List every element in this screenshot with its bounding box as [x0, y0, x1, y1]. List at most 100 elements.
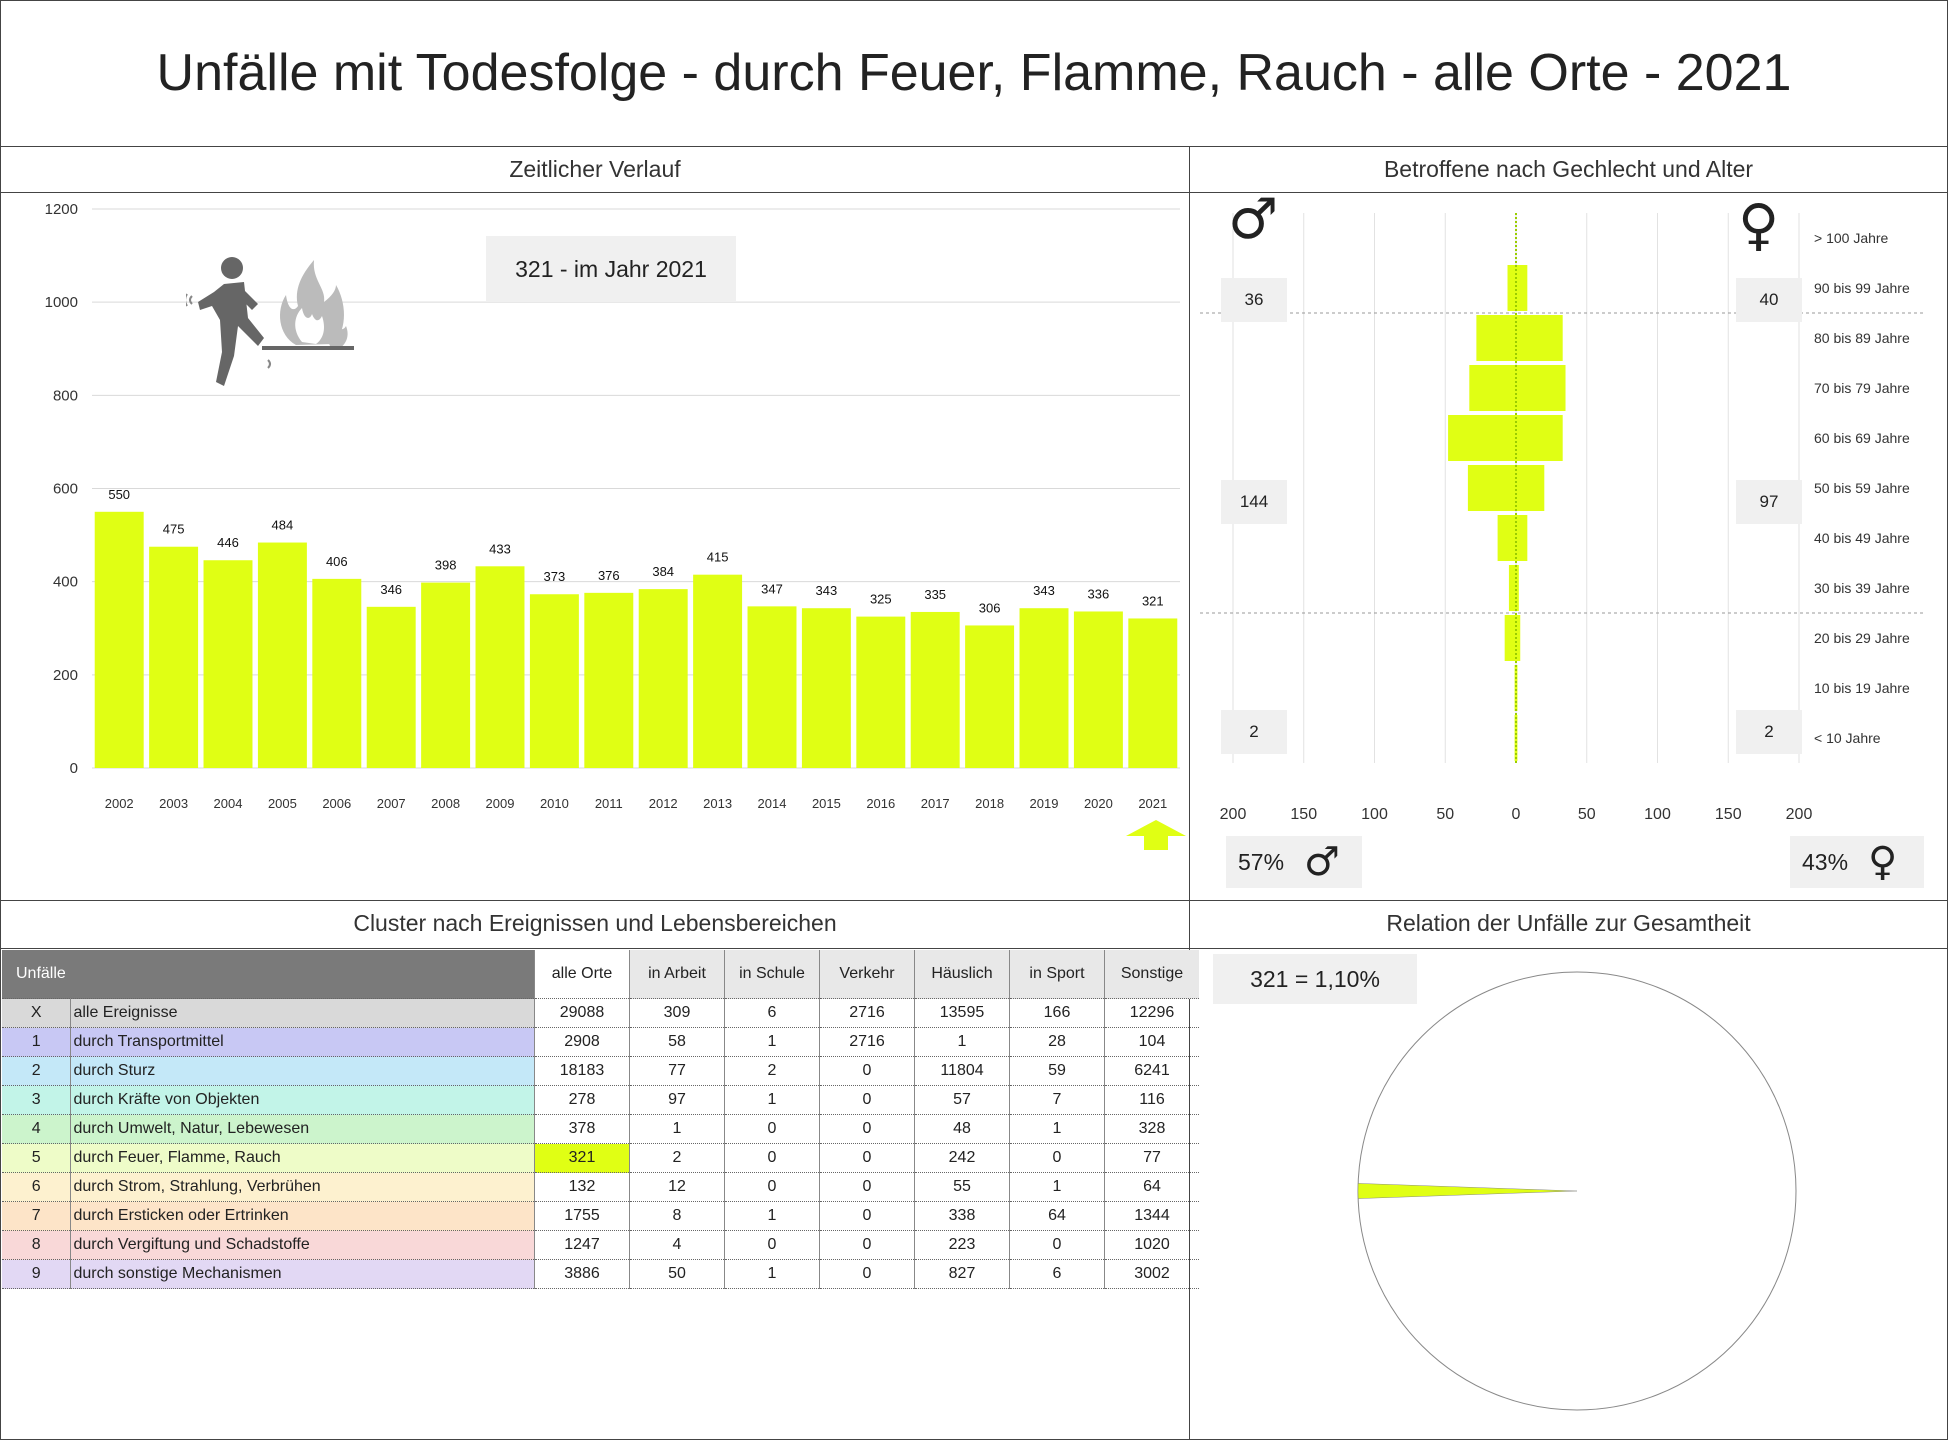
male-bar	[1507, 265, 1516, 311]
table-cell: 3886	[534, 1259, 630, 1289]
age-category-label: < 10 Jahre	[1814, 730, 1881, 746]
bar-value-label: 406	[326, 554, 348, 569]
bar-value-label: 446	[217, 535, 239, 550]
current-year-arrow-icon	[1126, 820, 1186, 850]
x-tick-label: 150	[1715, 806, 1742, 823]
row-id: 4	[2, 1114, 72, 1144]
table-cell: 338	[914, 1201, 1010, 1231]
x-tick-label: 200	[1786, 806, 1813, 823]
row-label: durch Sturz	[70, 1056, 535, 1086]
male-bar	[1467, 465, 1516, 511]
bar	[910, 611, 960, 768]
bar-value-label: 433	[489, 541, 511, 556]
table-cell: 0	[819, 1230, 915, 1260]
x-tick-label: 50	[1436, 806, 1454, 823]
age-category-label: 20 bis 29 Jahre	[1814, 630, 1910, 646]
x-tick-label: 2005	[268, 796, 297, 811]
bar	[529, 594, 579, 768]
table-cell: 64	[1009, 1201, 1105, 1231]
table-row: 5 durch Feuer, Flamme, Rauch 321 2 0 0 242 0 77	[2, 1143, 1199, 1173]
bar	[475, 566, 525, 768]
bar	[1128, 618, 1178, 768]
y-tick-label: 400	[53, 574, 78, 591]
age-category-label: 10 bis 19 Jahre	[1814, 680, 1910, 696]
table-cell: 328	[1104, 1114, 1199, 1144]
table-cell: 1344	[1104, 1201, 1199, 1231]
row-label: durch Ersticken oder Ertrinken	[70, 1201, 535, 1231]
bar-value-label: 336	[1088, 586, 1110, 601]
table-cell: 1	[724, 1201, 820, 1231]
table-cell: 132	[534, 1172, 630, 1202]
age-category-label: 30 bis 39 Jahre	[1814, 580, 1910, 596]
y-tick-label: 0	[70, 760, 78, 777]
x-tick-label: 2011	[595, 796, 623, 811]
table-cell: 29088	[534, 998, 630, 1028]
bar	[747, 606, 797, 768]
bar-value-label: 321	[1142, 593, 1164, 608]
x-tick-label: 100	[1361, 806, 1388, 823]
bar-value-label: 325	[870, 592, 892, 607]
x-tick-label: 2007	[377, 796, 406, 811]
x-tick-label: 2016	[866, 796, 895, 811]
bar-value-label: 347	[761, 581, 783, 596]
table-cell: 2	[724, 1056, 820, 1086]
bar	[203, 560, 253, 768]
corner-header: Unfälle	[2, 950, 535, 999]
x-tick-label: 2021	[1138, 796, 1167, 811]
table-row: 7 durch Ersticken oder Ertrinken 1755 8 1 0 33…	[2, 1201, 1199, 1231]
table-cell: 1755	[534, 1201, 630, 1231]
timeline-header-divider	[0, 192, 1190, 193]
table-cell: 18183	[534, 1056, 630, 1086]
female-box-90s: 40	[1736, 278, 1802, 322]
female-box-50s: 97	[1736, 480, 1802, 524]
male-bar	[1448, 415, 1516, 461]
table-cell: 1020	[1104, 1230, 1199, 1260]
table-cell: 1	[724, 1259, 820, 1289]
column-header: Häuslich	[914, 950, 1010, 999]
female-bar	[1516, 415, 1563, 461]
table-cell: 13595	[914, 998, 1010, 1028]
table-cell: 1	[1009, 1114, 1105, 1144]
bar	[366, 606, 416, 768]
relation-header-divider	[1189, 948, 1948, 949]
age-category-label: 70 bis 79 Jahre	[1814, 380, 1910, 396]
row-label: durch Vergiftung und Schadstoffe	[70, 1230, 535, 1260]
table-cell: 0	[724, 1114, 820, 1144]
relation-pie-chart	[1357, 971, 1797, 1411]
male-box-90s: 36	[1221, 278, 1287, 322]
male-bar	[1508, 565, 1516, 611]
row-label: durch Transportmittel	[70, 1027, 535, 1057]
x-tick-label: 2010	[540, 796, 569, 811]
table-cell: 77	[629, 1056, 725, 1086]
male-bar	[1504, 615, 1516, 661]
timeline-bar-chart: 0 200 400 600 800 1000 1200 550 2002 475 2003 446 20…	[45, 201, 1180, 811]
x-tick-label: 2020	[1084, 796, 1113, 811]
table-cell: 0	[819, 1259, 915, 1289]
table-row: 8 durch Vergiftung und Schadstoffe 1247 4 0 0…	[2, 1230, 1199, 1260]
relation-heading: Relation der Unfälle zur Gesamtheit	[1386, 910, 1751, 936]
bar-value-label: 306	[979, 600, 1001, 615]
table-cell: 378	[534, 1114, 630, 1144]
table-cell: 6	[724, 998, 820, 1028]
age-category-label: 40 bis 49 Jahre	[1814, 530, 1910, 546]
x-tick-label: 2014	[758, 796, 787, 811]
table-cell: 59	[1009, 1056, 1105, 1086]
table-cell: 1247	[534, 1230, 630, 1260]
table-cell: 12296	[1104, 998, 1199, 1028]
bar-value-label: 415	[707, 550, 729, 565]
female-bar	[1516, 565, 1519, 611]
bar	[312, 578, 362, 768]
x-tick-label: 2004	[214, 796, 243, 811]
row-id: 7	[2, 1201, 72, 1231]
bar-value-label: 346	[380, 582, 402, 597]
relation-callout: 321 = 1,10%	[1213, 954, 1417, 1004]
table-cell: 166	[1009, 998, 1105, 1028]
demographics-header-divider	[1189, 192, 1948, 193]
column-header: in Arbeit	[629, 950, 725, 999]
timeline-callout: 321 - im Jahr 2021	[486, 236, 736, 302]
bar-value-label: 335	[924, 587, 946, 602]
bar-value-label: 343	[1033, 583, 1055, 598]
row-id: 9	[2, 1259, 72, 1289]
